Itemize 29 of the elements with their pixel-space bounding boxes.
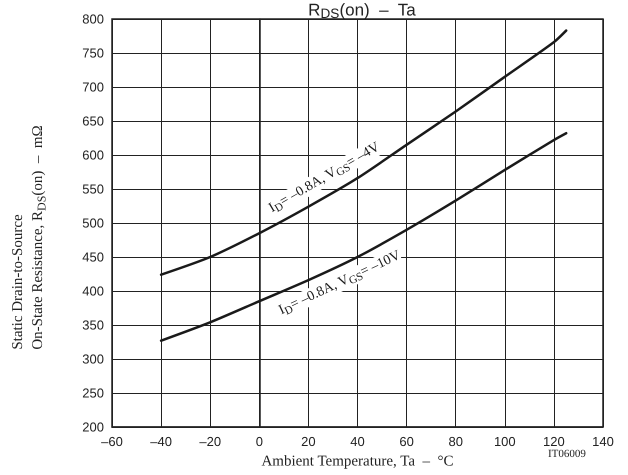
y-tick-label: 400 <box>82 284 104 298</box>
y-tick-label: 600 <box>82 148 104 162</box>
x-tick-label: 20 <box>301 434 316 449</box>
x-tick-label: 80 <box>448 434 463 449</box>
x-tick-label: 140 <box>592 434 614 449</box>
x-tick-label: –40 <box>150 434 172 449</box>
y-tick-label: 450 <box>82 250 104 264</box>
y-tick-label: 650 <box>82 114 104 128</box>
x-tick-label: –20 <box>199 434 222 449</box>
text: ID= –0.8A, VGS= –4V <box>266 140 382 216</box>
y-tick-label: 350 <box>82 318 104 332</box>
y-tick-label: 250 <box>82 386 104 400</box>
x-tick-label: 40 <box>350 434 365 449</box>
y-tick-label: 800 <box>82 12 104 26</box>
y-tick-label: 700 <box>82 80 104 94</box>
y-tick-label: 200 <box>82 420 104 434</box>
y-tick-label: 500 <box>82 216 104 230</box>
y-tick-label: 750 <box>82 46 104 60</box>
x-tick-label: –60 <box>101 434 123 449</box>
x-axis-title: Ambient Temperature, Ta – °C <box>261 454 454 470</box>
text: ID= –0.8A, VGS= –10V <box>276 248 403 318</box>
x-tick-label: 100 <box>494 434 516 449</box>
y-axis-title: Static Drain-to-Source On-State Resistance, RDS(on) – mΩ <box>10 125 48 350</box>
x-tick-label: 60 <box>399 434 414 449</box>
x-tick-label: 120 <box>543 434 565 449</box>
text: IT06009 <box>548 448 586 460</box>
y-tick-label: 300 <box>82 352 104 366</box>
y-tick-label: 550 <box>82 182 104 196</box>
x-tick-label: 0 <box>256 434 263 449</box>
